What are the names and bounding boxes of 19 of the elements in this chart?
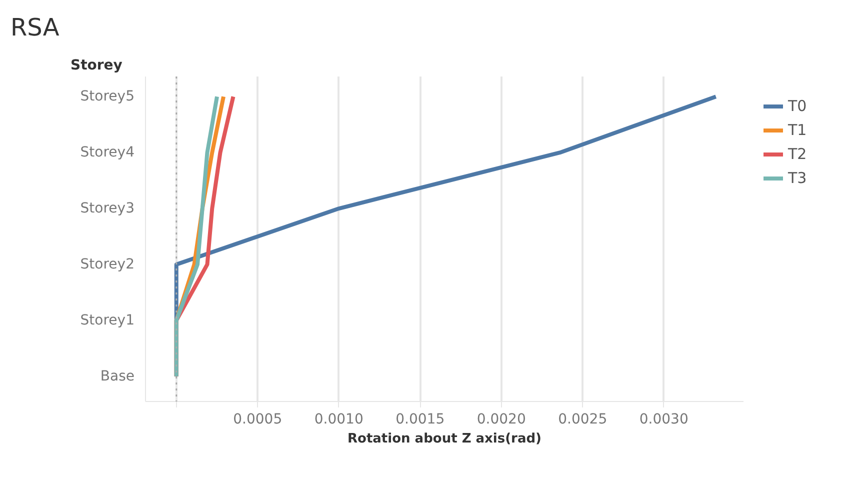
y-tick-label: Storey3 xyxy=(80,200,135,217)
x-tick-label: 0.0025 xyxy=(558,412,608,428)
legend-label: T3 xyxy=(788,169,808,187)
y-tick-label: Base xyxy=(100,368,135,384)
x-tick-label: 0.0030 xyxy=(639,412,688,428)
y-tick-label: Storey2 xyxy=(80,256,135,272)
y-axis-title: Storey xyxy=(70,58,122,74)
y-tick-label: Storey4 xyxy=(80,144,135,161)
legend-label: T2 xyxy=(788,145,808,163)
y-tick-label: Storey5 xyxy=(80,88,135,105)
y-tick-label: Storey1 xyxy=(80,312,135,328)
x-axis-title: Rotation about Z axis(rad) xyxy=(348,432,542,446)
legend-label: T0 xyxy=(788,97,808,115)
x-tick-label: 0.0010 xyxy=(314,412,364,428)
x-tick-label: 0.0015 xyxy=(396,412,445,428)
legend-label: T1 xyxy=(788,121,808,139)
x-tick-label: 0.0005 xyxy=(233,412,282,428)
chart-title: RSA xyxy=(10,14,60,42)
x-tick-label: 0.0020 xyxy=(476,412,526,428)
